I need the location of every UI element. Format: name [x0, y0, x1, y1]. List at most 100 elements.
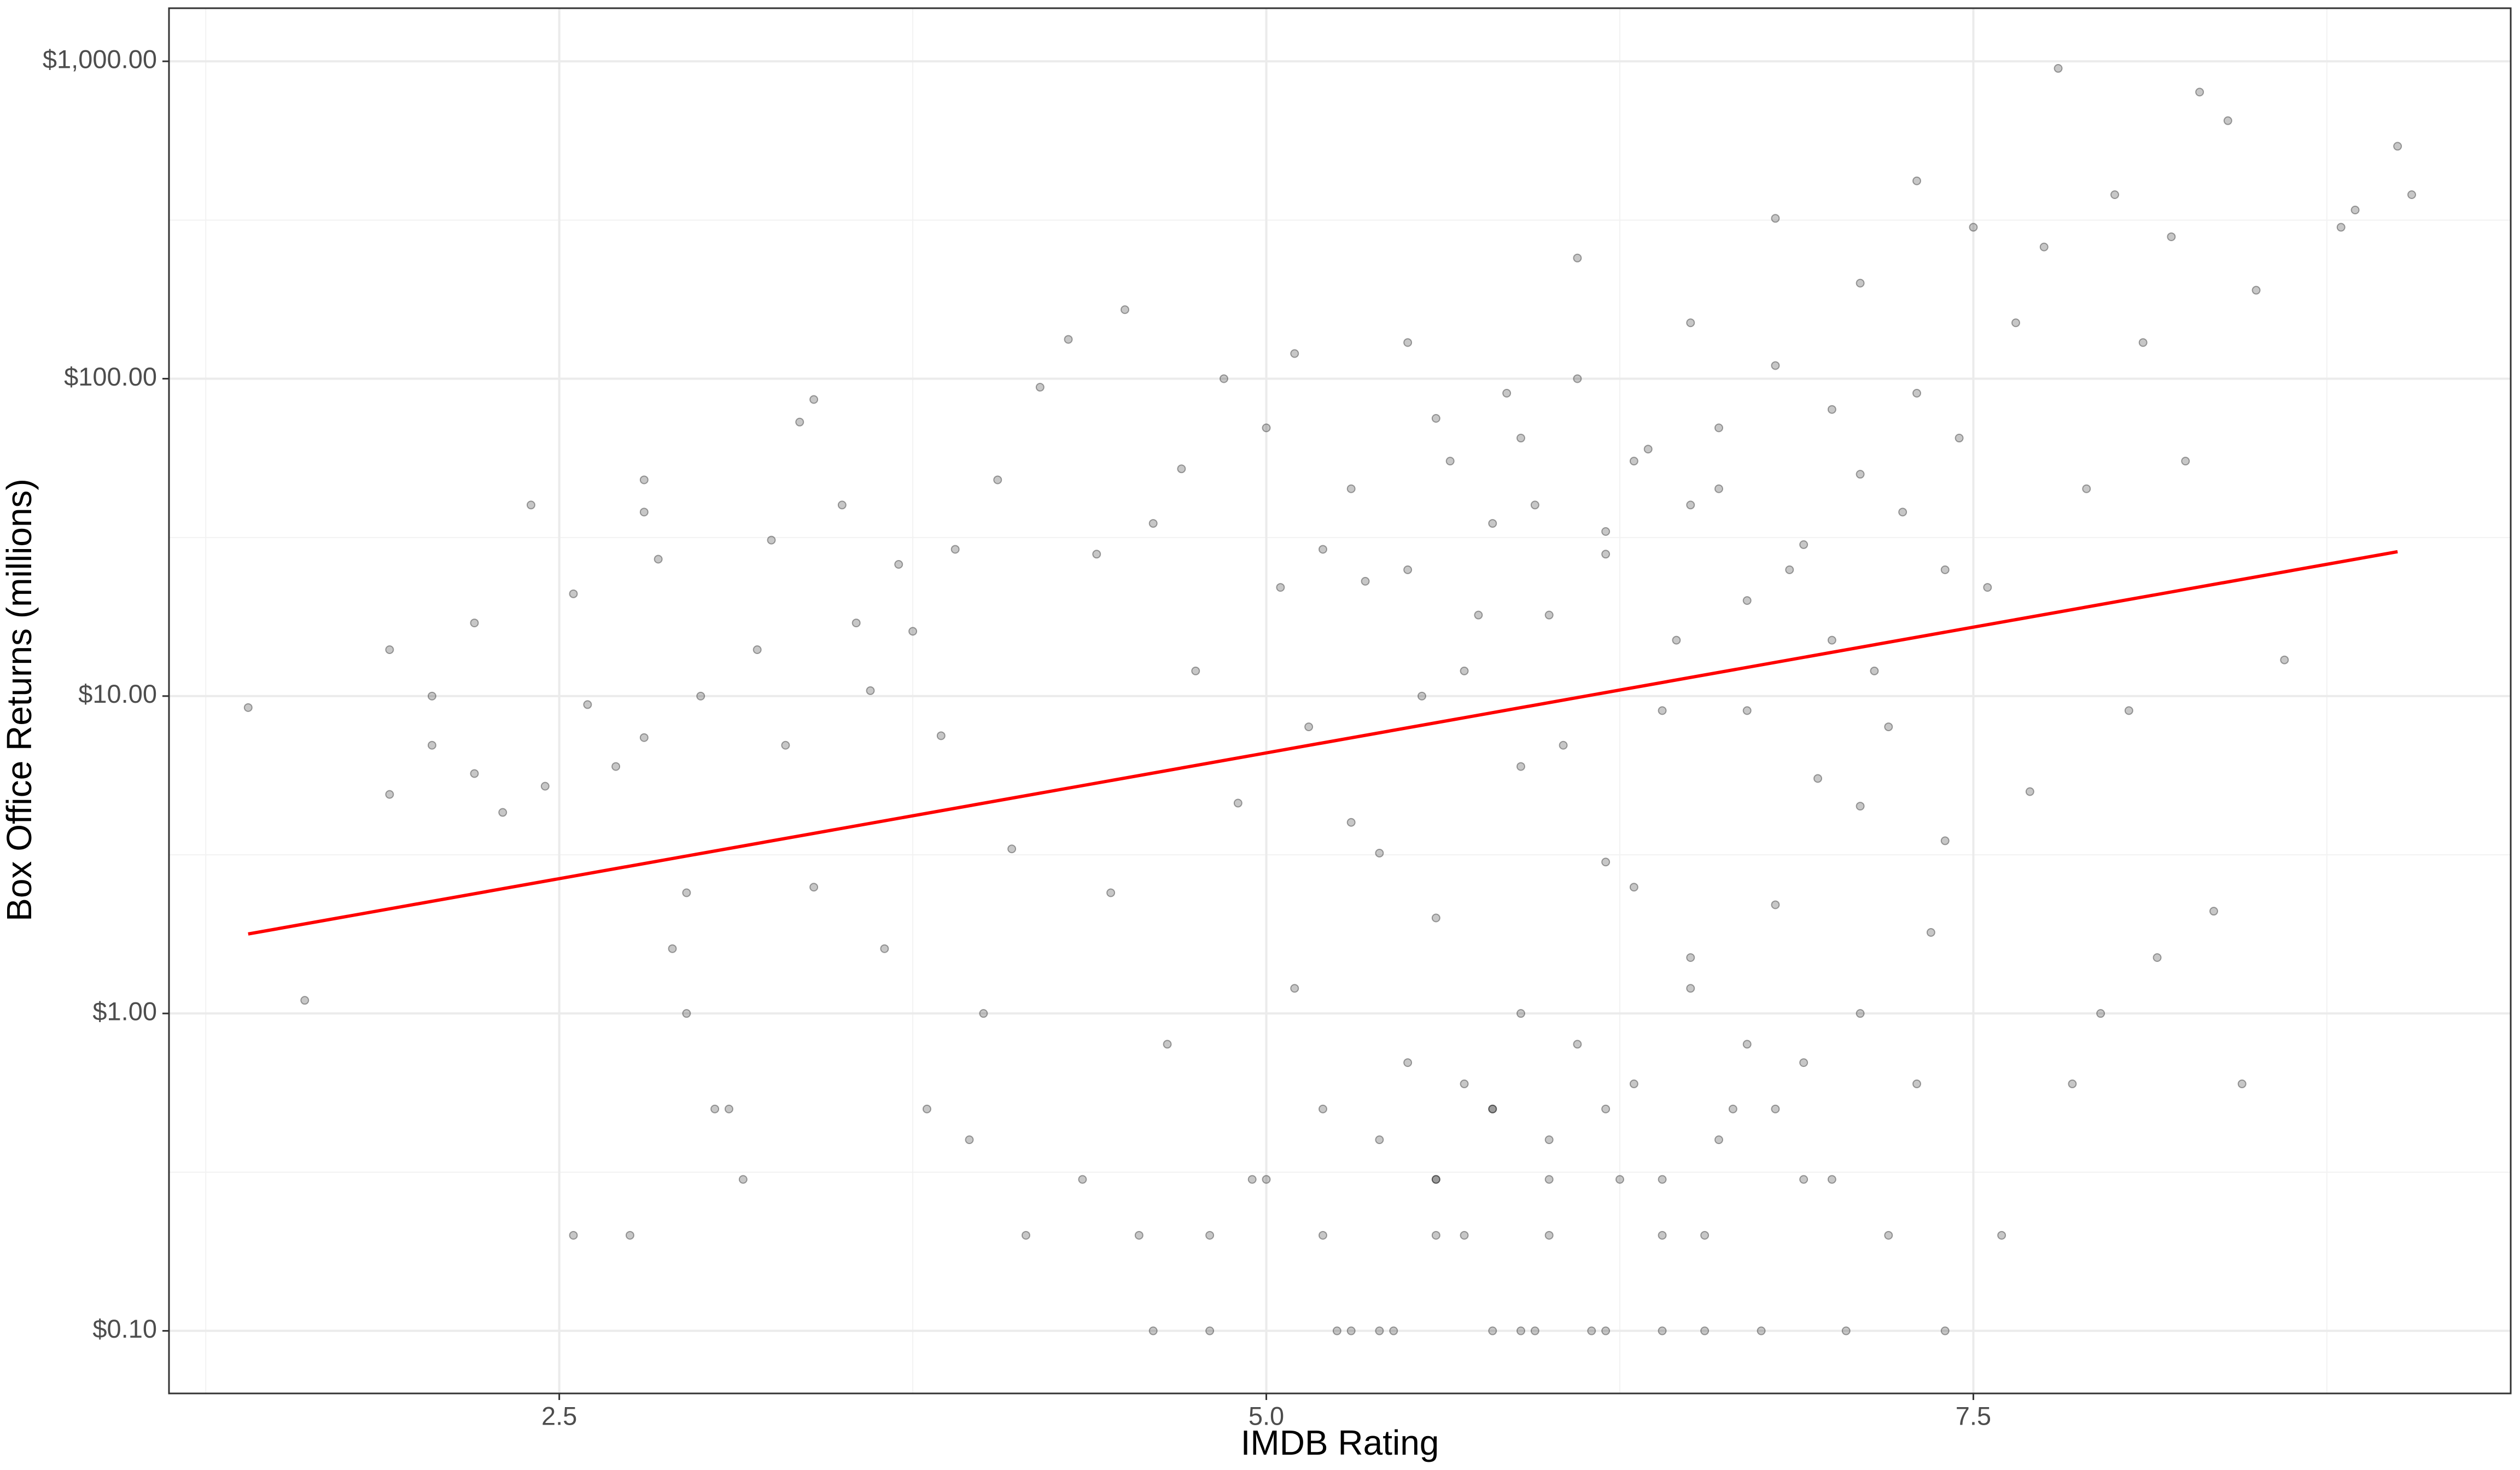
data-point	[1856, 470, 1865, 479]
data-point	[1177, 464, 1186, 474]
data-point	[1106, 888, 1116, 897]
data-point	[1544, 610, 1554, 620]
y-tick-label: $100.00	[64, 362, 157, 391]
data-point	[1403, 338, 1413, 347]
y-tick-label: $1.00	[92, 997, 157, 1026]
data-point	[1389, 1326, 1398, 1335]
data-point	[1573, 374, 1582, 383]
data-point	[1403, 565, 1413, 574]
data-point	[752, 645, 762, 655]
data-point	[540, 781, 550, 791]
data-point	[922, 1104, 931, 1113]
data-point	[1262, 423, 1271, 433]
data-point	[993, 475, 1002, 485]
data-point	[1318, 1230, 1327, 1240]
data-point	[1700, 1326, 1710, 1335]
data-point	[1163, 1040, 1172, 1049]
data-point	[1346, 818, 1356, 827]
data-point	[427, 691, 436, 701]
data-point	[611, 762, 621, 771]
x-axis-title: IMDB Rating	[1241, 1423, 1439, 1462]
data-point	[809, 883, 819, 892]
data-point	[1559, 740, 1568, 750]
data-point	[2110, 190, 2119, 199]
data-point	[2068, 1079, 2077, 1088]
data-point	[1969, 223, 1978, 232]
data-point	[2251, 285, 2261, 295]
data-point	[1516, 762, 1525, 771]
data-point	[2096, 1009, 2105, 1018]
data-point	[1686, 500, 1695, 510]
data-point	[682, 888, 691, 897]
data-point	[1686, 953, 1695, 962]
data-point	[738, 1175, 748, 1184]
data-point	[682, 1009, 691, 1018]
data-point	[2011, 318, 2020, 328]
data-point	[1629, 883, 1638, 892]
data-point	[965, 1135, 974, 1145]
data-point	[1431, 913, 1440, 923]
data-point	[569, 589, 578, 598]
data-point	[1912, 1079, 1921, 1088]
data-point	[1771, 361, 1780, 370]
data-point	[1587, 1326, 1596, 1335]
data-point	[1516, 434, 1525, 443]
data-point	[1021, 1230, 1030, 1240]
data-point	[1686, 984, 1695, 993]
data-point	[1601, 550, 1611, 559]
data-point	[1658, 1230, 1667, 1240]
data-point	[1205, 1326, 1215, 1335]
data-point	[1148, 1326, 1158, 1335]
data-point	[1714, 484, 1723, 493]
data-point	[1064, 335, 1073, 344]
data-point	[1431, 1230, 1440, 1240]
data-point	[243, 703, 253, 712]
data-point	[639, 508, 649, 517]
data-point	[1799, 1175, 1809, 1184]
data-point	[809, 395, 819, 404]
data-point	[569, 1230, 578, 1240]
data-point	[1983, 583, 1992, 592]
data-point	[1233, 798, 1242, 808]
data-point	[1940, 836, 1950, 845]
data-point	[470, 619, 479, 628]
data-point	[1601, 527, 1611, 536]
data-point	[1884, 722, 1893, 732]
data-point	[2025, 787, 2034, 796]
data-point	[1290, 984, 1299, 993]
data-point	[781, 740, 790, 750]
data-point	[1771, 214, 1780, 223]
data-point	[1361, 576, 1370, 586]
data-point	[1460, 1230, 1469, 1240]
data-point	[1658, 706, 1667, 715]
data-point	[2209, 907, 2218, 916]
data-point	[1530, 1326, 1539, 1335]
data-point	[1785, 565, 1794, 574]
data-point	[1445, 457, 1455, 466]
data-point	[1431, 1175, 1440, 1184]
data-point	[385, 645, 394, 655]
data-point	[1488, 1104, 1497, 1113]
data-point	[1375, 1326, 1384, 1335]
data-point	[1460, 666, 1469, 675]
data-point	[950, 545, 960, 554]
data-point	[1856, 278, 1865, 288]
data-point	[1247, 1175, 1257, 1184]
data-point	[2195, 88, 2204, 97]
data-point	[1375, 849, 1384, 858]
data-point	[1799, 1058, 1809, 1068]
data-point	[1573, 253, 1582, 262]
data-point	[1742, 706, 1752, 715]
x-tick-label: 5.0	[1249, 1401, 1284, 1430]
data-point	[1771, 900, 1780, 909]
data-point	[625, 1230, 634, 1240]
data-point	[2393, 142, 2402, 151]
data-point	[1544, 1175, 1554, 1184]
data-point	[1601, 858, 1611, 867]
data-point	[2138, 338, 2148, 347]
data-point	[1771, 1104, 1780, 1113]
data-point	[1714, 1135, 1723, 1145]
data-point	[1742, 1040, 1752, 1049]
data-point	[1318, 1104, 1327, 1113]
data-point	[1827, 1175, 1836, 1184]
